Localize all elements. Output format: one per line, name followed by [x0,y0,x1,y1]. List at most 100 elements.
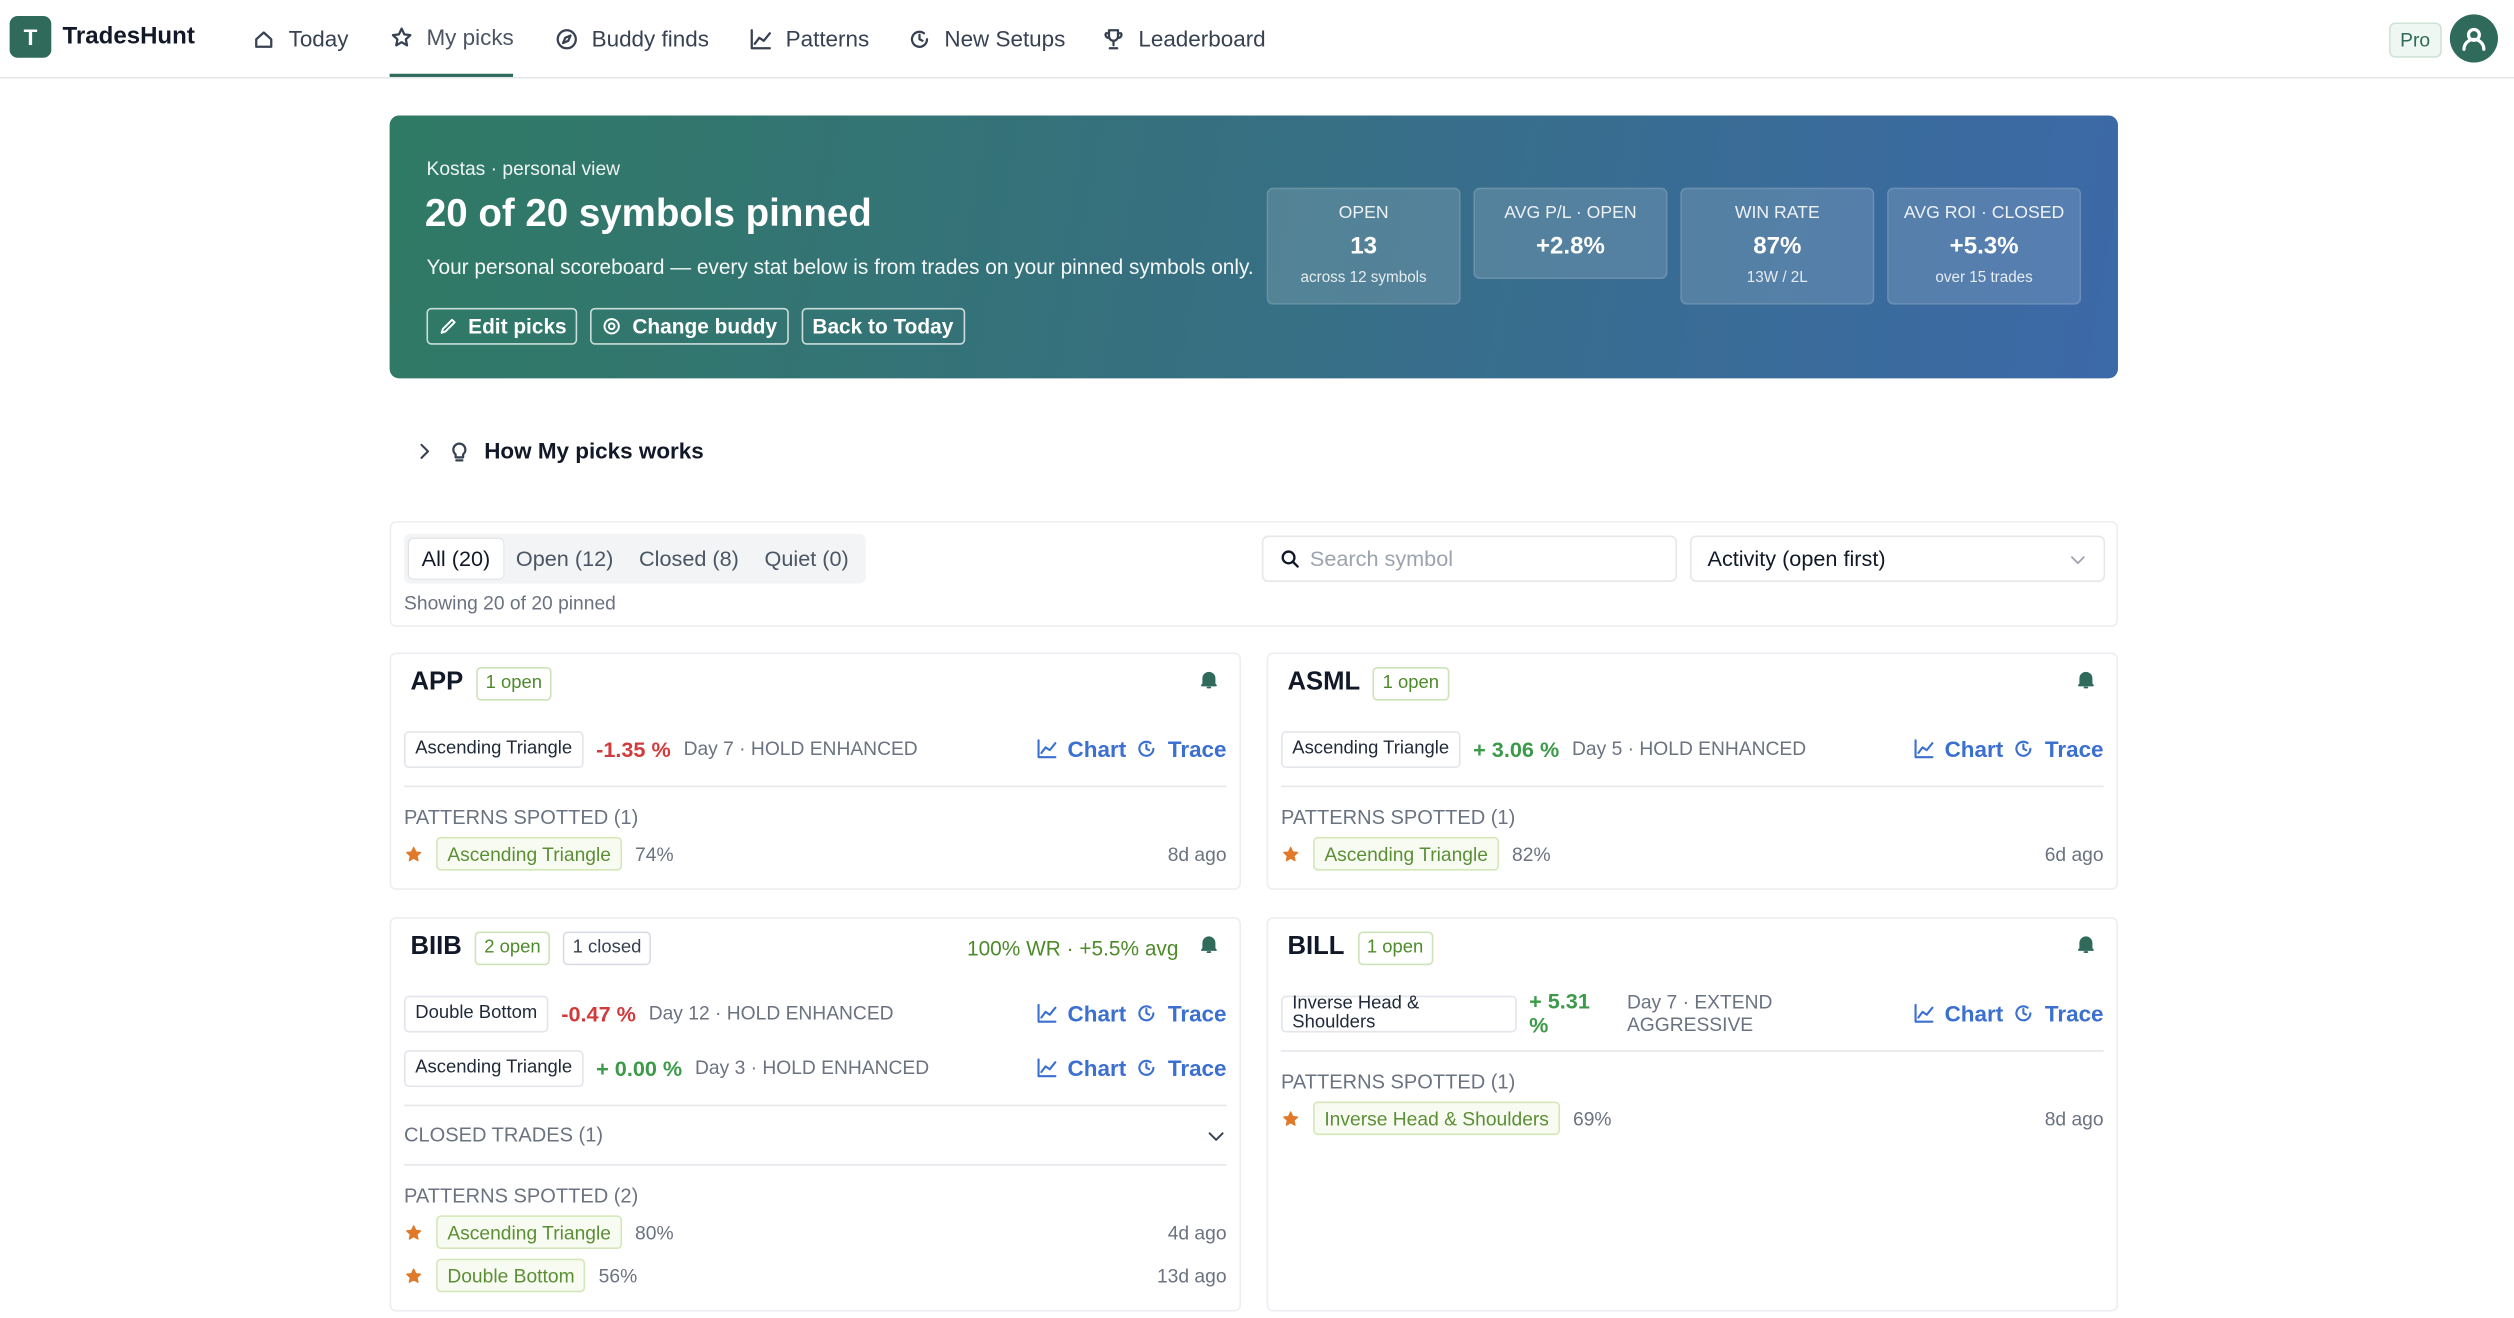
icon-shape [452,441,467,458]
symbol-card: ASML 1 open Ascending Triangle + 3.06 % Day … [1266,652,2118,890]
pattern-name[interactable]: Ascending Triangle [1313,836,1500,871]
logo[interactable]: T [9,16,52,58]
trade-change: -0.47 % [561,1001,636,1026]
nav-link[interactable]: Today [252,0,348,77]
brand[interactable]: TradesHunt [62,22,195,50]
icon [2016,740,2033,757]
stat-label: WIN RATE [1734,203,1820,223]
trade-action[interactable]: Chart [1913,1000,2003,1026]
stat-label: AVG P/L · OPEN [1504,203,1637,223]
closed-trades-title: CLOSED TRADES (1) [404,1123,604,1147]
trade-action[interactable]: Trace [1136,1000,1227,1026]
how-toggle[interactable]: How My picks works [414,433,704,468]
patterns-title: PATTERNS SPOTTED (2) [404,1184,639,1208]
trade-action[interactable]: Chart [1035,1055,1126,1081]
icon-shape [556,28,577,49]
hero-eyebrow: Kostas · personal view [426,157,621,180]
action-label: Trace [2044,1000,2104,1027]
trade-action[interactable]: Chart [1035,1000,1126,1026]
icon-shape [1914,739,1934,759]
trade-action[interactable]: Trace [2013,736,2104,762]
stat-value: 13 [1350,232,1377,260]
icon-shape [420,442,430,459]
sort-value: Activity (open first) [1707,546,1886,571]
pattern-score: 56% [598,1264,638,1287]
icon-shape [1040,1061,1057,1074]
pattern-age: 4d ago [1167,1220,1227,1244]
filter-tab[interactable]: Quiet (0) [764,546,849,571]
trade-actions: Chart Trace [1035,736,1227,762]
trade-action[interactable]: Trace [1136,1055,1227,1081]
filter-tabs: All (20) Open (12) Closed (8) Quiet (0) [404,533,867,584]
pattern-age: 13d ago [1156,1264,1227,1287]
nav-label: My picks [426,24,514,50]
nav-link[interactable]: Leaderboard [1101,0,1266,77]
alert-bell[interactable] [1198,668,1220,698]
icon [1281,550,1299,568]
icon [604,318,621,335]
alert-bell[interactable] [2075,932,2097,962]
stat-note: over 15 trades [1935,269,2033,287]
icon [1037,739,1057,759]
icon-shape [1283,845,1299,861]
trade-actions: Chart Trace [1035,1055,1227,1081]
trade-action[interactable]: Chart [1035,736,1126,762]
top-nav: T TradesHunt Today My picks Buddy finds Patte… [0,0,2514,79]
closed-trades-toggle[interactable]: CLOSED TRADES (1) [404,1106,1227,1166]
avatar[interactable] [2449,14,2498,63]
pattern-score: 69% [1573,1107,1612,1130]
trade-action[interactable]: Trace [1136,736,1227,762]
nav-link[interactable]: Patterns [749,0,869,77]
hero-button[interactable]: Edit picks [426,307,578,345]
plan-badge: Pro [2388,22,2442,58]
symbol[interactable]: BILL [1287,933,1345,961]
nav-link[interactable]: New Setups [907,0,1065,77]
symbol[interactable]: BIIB [410,933,462,961]
icon [1283,845,1299,861]
trade-pattern: Ascending Triangle [404,1049,584,1087]
symbol[interactable]: ASML [1287,668,1361,696]
sort-select[interactable]: Activity (open first) [1689,535,2106,583]
search-input[interactable]: Search symbol [1261,535,1678,583]
open-trades: Inverse Head & Shoulders + 5.31 % Day 7 · … [1281,976,2104,1052]
hero-button[interactable]: Back to Today [801,307,965,345]
button-label: Change buddy [632,314,778,339]
alert-bell[interactable] [2075,668,2097,698]
card-header: BILL 1 open [1281,919,2104,977]
icon-shape [1917,1006,1934,1019]
icon-shape [255,30,273,48]
filter-tab[interactable]: All (20) [408,538,504,579]
action-label: Trace [2044,735,2104,762]
icon [910,29,929,48]
stat-box: WIN RATE 87% 13W / 2L [1680,187,1875,305]
filter-tab[interactable]: Open (12) [515,546,614,571]
alert-bell[interactable] [1198,932,1220,962]
pattern-score: 82% [1512,842,1551,865]
pattern-name[interactable]: Inverse Head & Shoulders [1313,1101,1561,1136]
pattern-name[interactable]: Ascending Triangle [436,1215,623,1249]
pattern-name[interactable]: Ascending Triangle [436,836,623,871]
patterns-title: PATTERNS SPOTTED (1) [404,806,639,829]
pattern-name[interactable]: Double Bottom [436,1258,586,1293]
icon [452,441,467,461]
icon-shape [1145,1008,1151,1016]
filter-tab[interactable]: Closed (8) [639,546,739,571]
nav-link[interactable]: Buddy finds [555,0,709,77]
icon-shape [918,32,924,42]
icon [2070,555,2085,564]
search-placeholder: Search symbol [1309,546,1454,571]
trade-action[interactable]: Chart [1913,736,2003,762]
nav-link[interactable]: My picks [389,0,514,77]
hero-button[interactable]: Change buddy [590,307,789,345]
stat-value: +5.3% [1949,232,2019,260]
symbol[interactable]: APP [410,668,464,696]
action-label: Chart [1067,735,1127,762]
trade-row: Ascending Triangle -1.35 % Day 7 · HOLD EN… [404,721,1227,776]
icon [440,318,456,334]
trade-action[interactable]: Trace [2013,1000,2104,1026]
card-header: ASML 1 open [1281,654,2104,712]
icon [255,30,273,48]
icon [1200,935,1217,953]
